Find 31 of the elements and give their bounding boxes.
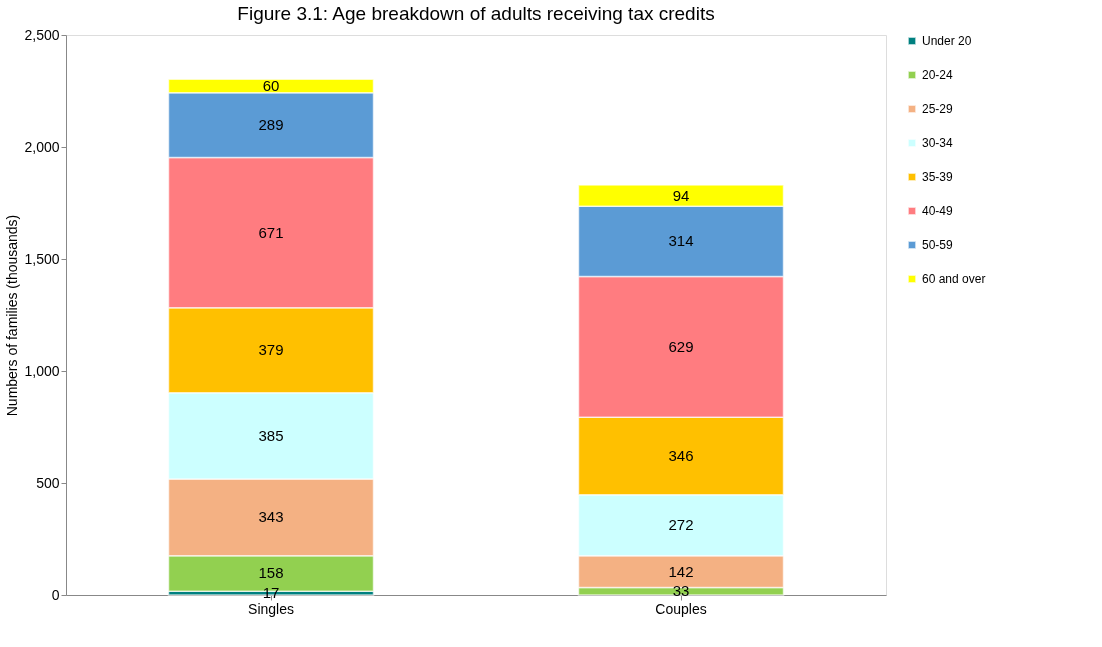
data-label: 343	[258, 508, 284, 526]
data-label: 379	[258, 341, 284, 359]
legend-label: 60 and over	[922, 272, 986, 286]
legend-label: 50-59	[922, 238, 954, 252]
x-tick-label: Singles	[248, 600, 294, 617]
data-label: 60	[262, 77, 280, 95]
y-tick-label: 2,000	[24, 138, 60, 155]
legend-label: 35-39	[922, 170, 954, 184]
y-tick-label: 500	[36, 474, 60, 491]
data-label: 158	[258, 564, 284, 582]
chart-title: Figure 3.1: Age breakdown of adults receiving tax credits	[237, 3, 715, 24]
y-tick-label: 1,000	[24, 362, 60, 379]
data-label: 346	[668, 447, 694, 465]
data-label: 671	[258, 223, 284, 241]
y-tick-label: 0	[51, 586, 60, 603]
x-tick-label: Couples	[655, 600, 707, 617]
legend-label: Under 20	[922, 34, 972, 48]
y-tick-label: 2,500	[24, 26, 60, 43]
data-label: 94	[672, 186, 690, 204]
data-label: 629	[668, 337, 694, 355]
data-label: 314	[668, 232, 694, 250]
legend-label: 20-24	[922, 68, 954, 82]
data-label: 289	[258, 116, 284, 134]
legend-label: 30-34	[922, 136, 954, 150]
legend-label: 25-29	[922, 102, 954, 116]
data-label: 142	[668, 562, 694, 580]
data-label: 272	[668, 516, 694, 534]
y-axis-title: Numbers of families (thousands)	[4, 214, 21, 417]
data-label: 385	[258, 426, 284, 444]
y-tick-label: 1,500	[24, 250, 60, 267]
legend-label: 40-49	[922, 204, 954, 218]
